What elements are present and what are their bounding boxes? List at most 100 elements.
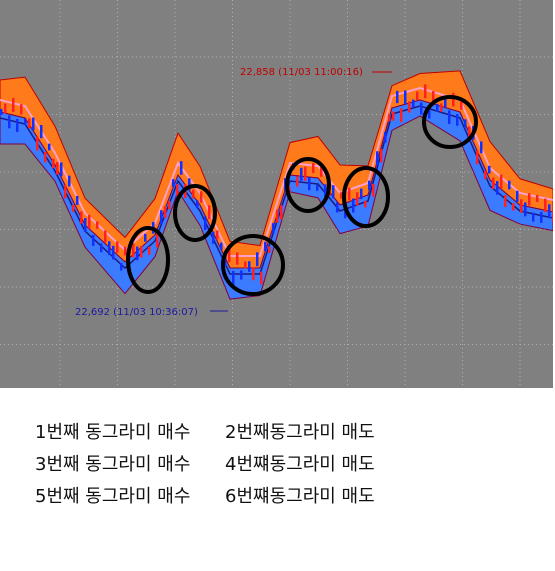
candle — [80, 211, 83, 224]
candle — [312, 163, 315, 174]
candle — [524, 202, 527, 217]
circle — [285, 157, 331, 213]
candle — [492, 177, 495, 189]
circle — [342, 166, 390, 228]
candle — [148, 246, 151, 255]
candle — [424, 84, 427, 99]
candle — [464, 119, 467, 128]
candle — [272, 223, 275, 234]
candle — [280, 205, 283, 220]
candle — [4, 103, 7, 114]
candle — [136, 246, 139, 261]
candle — [432, 91, 435, 103]
candle — [548, 204, 551, 219]
candle — [304, 166, 307, 181]
note: 4번쨰동그라미 매도 — [225, 454, 375, 475]
candle — [216, 230, 219, 240]
candle — [16, 118, 19, 133]
candle — [364, 200, 367, 208]
candle — [12, 98, 15, 113]
candle — [436, 103, 439, 112]
candle — [408, 101, 411, 113]
candle — [536, 194, 539, 203]
candle — [180, 161, 183, 175]
price-chart: 22,858 (11/03 11:00:16) 22,692 (11/03 10… — [0, 0, 553, 388]
candle — [240, 270, 243, 280]
candle — [104, 230, 107, 243]
candle — [352, 198, 355, 213]
annotation: 22,692 (11/03 10:36:07) — [75, 307, 198, 318]
bands — [0, 70, 553, 300]
candle — [308, 177, 311, 191]
candle — [324, 184, 327, 198]
candle — [44, 151, 47, 163]
candle — [476, 150, 479, 165]
candle — [512, 203, 515, 211]
candle — [316, 184, 319, 191]
candle — [92, 234, 95, 246]
candle — [456, 114, 459, 126]
candle — [132, 243, 135, 258]
candle — [540, 211, 543, 223]
candle — [296, 176, 299, 187]
candle — [244, 261, 247, 269]
candle — [140, 246, 143, 258]
candle — [204, 216, 207, 230]
candle — [72, 204, 75, 212]
candle — [96, 221, 99, 229]
candle — [444, 95, 447, 108]
candle — [300, 167, 303, 181]
candle — [200, 191, 203, 203]
candle — [276, 209, 279, 223]
candle — [468, 126, 471, 139]
candle — [20, 104, 23, 115]
candle — [336, 202, 339, 213]
candle — [88, 214, 91, 229]
candle — [376, 151, 379, 166]
candle — [348, 187, 351, 201]
note: 1번째 동그라미 매수 — [35, 422, 191, 443]
candle — [320, 166, 323, 177]
candle — [400, 108, 403, 123]
candle — [384, 131, 387, 143]
grid — [0, 0, 553, 388]
candle — [420, 102, 423, 115]
candle — [404, 90, 407, 104]
candle — [212, 231, 215, 244]
candle — [168, 200, 171, 210]
candle — [24, 118, 27, 125]
candle — [344, 208, 347, 219]
candle — [516, 190, 519, 202]
candle — [416, 91, 419, 101]
candle — [532, 212, 535, 222]
candle — [176, 184, 179, 196]
candle — [192, 189, 195, 199]
candle — [500, 174, 503, 189]
candle — [48, 143, 51, 151]
candle — [68, 175, 71, 187]
candle — [100, 243, 103, 253]
candle — [108, 241, 111, 256]
candle — [52, 158, 55, 169]
candle — [144, 233, 147, 242]
candle — [120, 262, 123, 271]
candle — [256, 252, 259, 267]
candle — [356, 192, 359, 206]
candle — [156, 233, 159, 248]
candle — [220, 242, 223, 250]
candle — [388, 114, 391, 122]
candle — [392, 111, 395, 121]
candle — [368, 180, 371, 190]
candle — [232, 270, 235, 285]
circles — [126, 95, 478, 296]
candle — [496, 181, 499, 195]
ma-line — [0, 105, 553, 275]
circle — [422, 95, 478, 149]
candle — [396, 90, 399, 104]
annotation: 22,858 (11/03 11:00:16) — [240, 67, 363, 78]
candle — [428, 104, 431, 119]
circle — [221, 234, 285, 296]
candle — [248, 261, 251, 272]
candle — [508, 180, 511, 190]
candle — [528, 193, 531, 206]
